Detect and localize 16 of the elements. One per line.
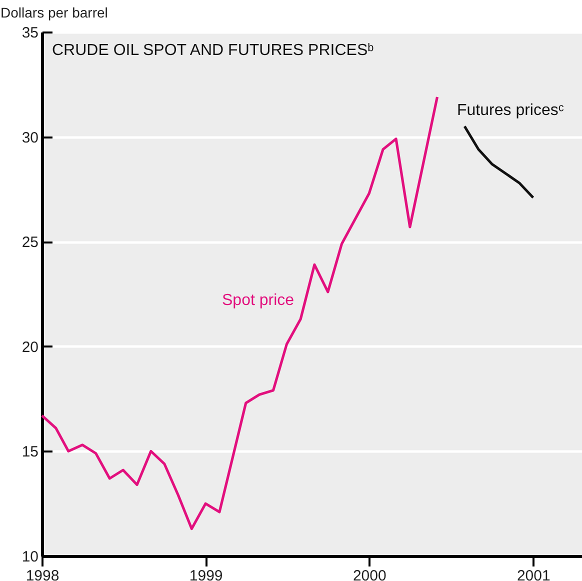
line-series: [40, 96, 439, 530]
text: CRUDE OIL SPOT AND FUTURES PRICESᵇ: [52, 42, 374, 59]
series-label: Futures pricesᶜ: [457, 102, 564, 119]
y-tick-label: 30: [22, 129, 38, 146]
x-tick-label: 2000: [352, 568, 386, 581]
y-axis-title: Dollars per barrel: [0, 4, 108, 20]
x-tick-label: 2001: [516, 568, 550, 581]
y-tick-label: 10: [22, 548, 38, 566]
x-tick-label: 1999: [189, 568, 223, 581]
series-label: Spot price: [222, 292, 294, 309]
x-tick-label: 1998: [26, 568, 60, 581]
line-series: [463, 125, 534, 199]
y-tick-label: 25: [22, 234, 38, 252]
y-tick-label: 20: [22, 338, 38, 356]
y-tick-label: 35: [22, 24, 38, 42]
y-tick-label: 15: [22, 444, 38, 461]
